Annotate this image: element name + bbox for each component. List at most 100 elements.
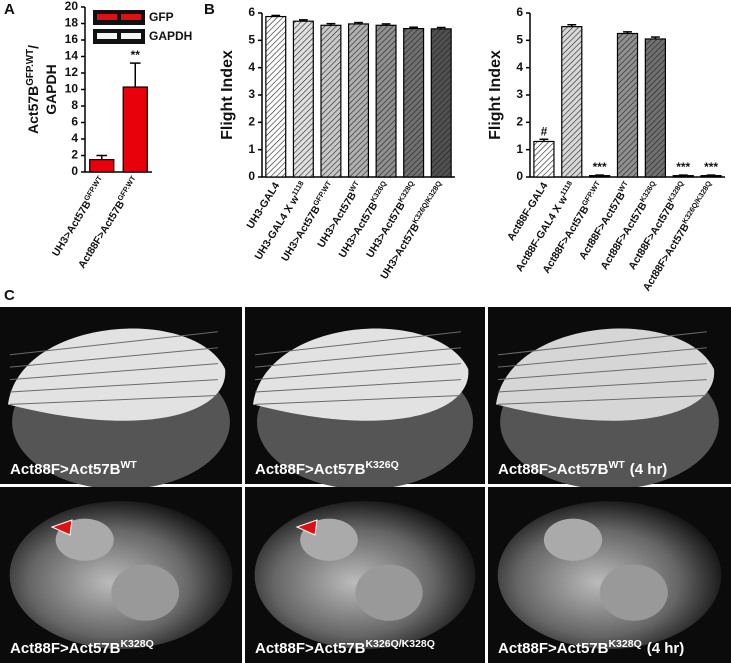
micrograph: Act88F>Act57BWT (4 hr) [488,307,731,490]
micrograph: Act88F>Act57BK328Q [0,487,242,663]
image-caption-part: (4 hr) [630,461,668,478]
x-tick-label-part: K328Q [665,179,685,204]
y-tick-label: 4 [516,60,523,74]
bar [672,175,694,178]
image-caption: Act88F>Act57BK326Q [255,459,399,478]
bar [265,15,287,178]
panel-label: C [4,287,15,304]
y-axis-label: Flight Index [487,50,504,140]
significance-label: *** [704,160,718,174]
image-caption-part: K328Q [608,638,641,650]
fiber-line [497,379,707,393]
fiber-line [9,379,218,393]
y-tick-label: 16 [65,32,79,46]
y-tick-label: 5 [516,33,523,47]
image-caption-part: Act88F>Act57B [498,640,609,657]
fiber-line [9,395,218,405]
muscle-remnant [355,564,423,621]
western-blot-inset [93,10,145,44]
y-tick-label: 8 [71,98,78,112]
x-tick-label-part: GFP.WT [579,178,602,207]
significance-label: *** [593,160,607,174]
image-caption-part: (4 hr) [647,640,685,657]
image-caption-part: K326Q [365,459,398,471]
inset-label: GFP [149,10,174,24]
y-tick-label: 0 [248,169,255,183]
y-tick-label: 20 [65,0,79,13]
micrograph: Act88F>Act57BK326Q [245,307,485,490]
fiber-line [497,331,707,356]
bar [700,175,722,178]
y-tick-label: 5 [248,33,255,47]
image-caption: Act88F>Act57BK328Q [10,638,154,657]
fiber-line [9,347,218,368]
bar [292,20,314,178]
arrowhead-marker [295,519,318,536]
y-tick-label: 3 [516,87,523,101]
x-tick-label-part: K326Q [368,179,388,204]
y-axis-label: GAPDH [43,64,59,115]
image-caption-part: K326Q/K328Q [365,638,434,650]
y-tick-label: 4 [71,131,78,145]
y-tick-label: 6 [516,5,523,19]
y-tick-label: 10 [65,82,79,96]
y-tick-label: 0 [516,169,523,183]
bar [89,159,115,173]
x-tick-label: Act88F>Act57BGFP.WT [74,173,142,270]
bar [589,175,611,178]
muscle-remnant [543,518,603,561]
significance-label: *** [676,160,690,174]
y-axis-label-part: GFP.WT [25,49,36,86]
y-tick-label: 1 [248,142,255,156]
image-caption-part: K328Q [120,638,153,650]
muscle-remnant [111,564,180,621]
x-tick-label-part: GFP.WT [81,173,104,202]
y-tick-label: 6 [248,5,255,19]
inset-label: GAPDH [149,29,192,43]
y-axis-label-part: / [25,45,41,49]
x-tick-label-part: K326Q/K328Q [410,179,444,225]
fiber-line [9,363,218,381]
y-axis-label: Flight Index [219,50,236,140]
bar [122,86,148,173]
arrowhead-marker [50,519,73,536]
y-tick-label: 14 [65,49,79,63]
micrograph: Act88F>Act57BK328Q (4 hr) [488,487,731,663]
x-tick-label-part: K328Q [396,179,416,204]
muscle-remnant [599,564,668,621]
fiber-line [497,347,707,368]
y-tick-label: 18 [65,16,79,30]
image-caption: Act88F>Act57BK326Q/K328Q [255,638,435,657]
image-caption-part: Act88F>Act57B [10,640,121,657]
bar [347,23,370,178]
fiber-line [254,379,462,393]
x-tick-label-part: 1118 [558,179,574,197]
x-tick-label-part: GFP.WT [115,173,138,202]
panel-label: B [204,1,215,18]
y-tick-label: 2 [516,115,523,129]
panel-label: A [4,1,15,18]
y-tick-label: 3 [248,87,255,101]
y-tick-label: 2 [71,148,78,162]
bar [320,24,342,178]
y-tick-label: 0 [71,164,78,178]
bar [375,24,397,178]
bar [430,28,452,178]
fiber-line [254,331,462,356]
x-tick-label-part: K326Q [637,179,657,204]
fiber-line [254,347,462,368]
bar [561,26,583,178]
image-caption: Act88F>Act57BWT (4 hr) [498,459,667,478]
image-caption: Act88F>Act57BK328Q (4 hr) [498,638,684,657]
micrograph: Act88F>Act57BWT [0,307,242,490]
y-axis-label-part: Act57B [25,86,41,134]
image-caption-part: Act88F>Act57B [255,461,366,478]
image-caption-part: Act88F>Act57B [255,640,366,657]
fiber-line [497,395,707,405]
bar [644,38,666,178]
bar [616,32,639,178]
significance-label: ** [131,48,141,62]
y-tick-label: 12 [65,65,79,79]
y-axis-label: Act57BGFP.WT/ [25,45,42,134]
